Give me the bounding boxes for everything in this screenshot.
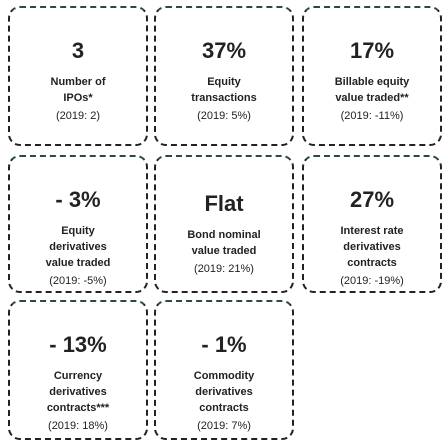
stat-label: Interest rate derivatives contracts — [304, 223, 440, 271]
label-line: derivatives — [343, 241, 401, 253]
stat-card: Flat Bond nominal value traded (2019: 21%) — [154, 155, 294, 293]
stat-card: - 13% Currency derivatives contracts*** (201… — [8, 300, 148, 440]
label-line: contracts — [199, 402, 249, 414]
label-line: Currency — [53, 370, 103, 382]
label-line: transactions — [191, 92, 257, 104]
label-line: Number of — [50, 76, 106, 88]
label-line: value traded — [45, 257, 111, 269]
stat-value: 27% — [349, 187, 395, 212]
stat-label: Currency derivatives contracts*** — [10, 368, 146, 416]
stat-value: Flat — [204, 191, 244, 216]
stat-card: 3 Number of IPOs* (2019: 2) — [8, 6, 148, 146]
stat-value: 17% — [349, 38, 395, 63]
stat-value: 37% — [201, 38, 247, 63]
label-line: derivatives — [49, 241, 107, 253]
stat-card: 37% Equity transactions (2019: 5%) — [154, 6, 294, 146]
stat-comparison: (2019: 7%) — [197, 420, 251, 432]
label-line: Interest rate — [340, 225, 404, 237]
label-line: IPOs* — [63, 92, 93, 104]
stat-comparison: (2019: 18%) — [48, 420, 108, 432]
stat-comparison: (2019: 21%) — [194, 263, 254, 275]
label-line: value traded — [191, 245, 257, 257]
stat-card: - 3% Equity derivatives value traded (2019: … — [8, 155, 148, 293]
label-line: Bond nominal — [187, 229, 261, 241]
stat-comparison: (2019: 5%) — [197, 110, 251, 122]
stat-label: Equity transactions — [156, 74, 292, 106]
stat-label: Billable equity value traded** — [304, 74, 440, 106]
label-line: contracts — [347, 257, 397, 269]
stat-label: Bond nominal value traded — [156, 227, 292, 259]
stat-label: Commodity derivatives contracts — [156, 368, 292, 416]
stat-card: - 1% Commodity derivatives contracts (2019: … — [154, 300, 294, 440]
stat-card: 17% Billable equity value traded** (2019: -… — [302, 6, 442, 146]
stat-card: 27% Interest rate derivatives contracts (201… — [302, 155, 442, 293]
label-line: Equity — [207, 76, 241, 88]
label-line: value traded** — [335, 92, 409, 104]
stat-comparison: (2019: 2) — [55, 110, 101, 122]
stat-label: Equity derivatives value traded — [10, 223, 146, 271]
label-line: derivatives — [195, 386, 253, 398]
label-line: derivatives — [49, 386, 107, 398]
stat-value: - 13% — [49, 332, 107, 357]
label-line: Commodity — [193, 370, 255, 382]
stat-label: Number of IPOs* — [10, 74, 146, 106]
label-line: contracts*** — [46, 402, 110, 414]
stat-comparison: (2019: -11%) — [340, 110, 404, 122]
stat-value: - 3% — [55, 187, 101, 212]
label-line: Equity — [61, 225, 95, 237]
label-line: Billable equity — [334, 76, 410, 88]
stat-comparison: (2019: -19%) — [340, 275, 404, 287]
stat-comparison: (2019: -5%) — [49, 275, 107, 287]
stat-value: - 1% — [201, 332, 247, 357]
stat-value: 3 — [71, 38, 85, 63]
